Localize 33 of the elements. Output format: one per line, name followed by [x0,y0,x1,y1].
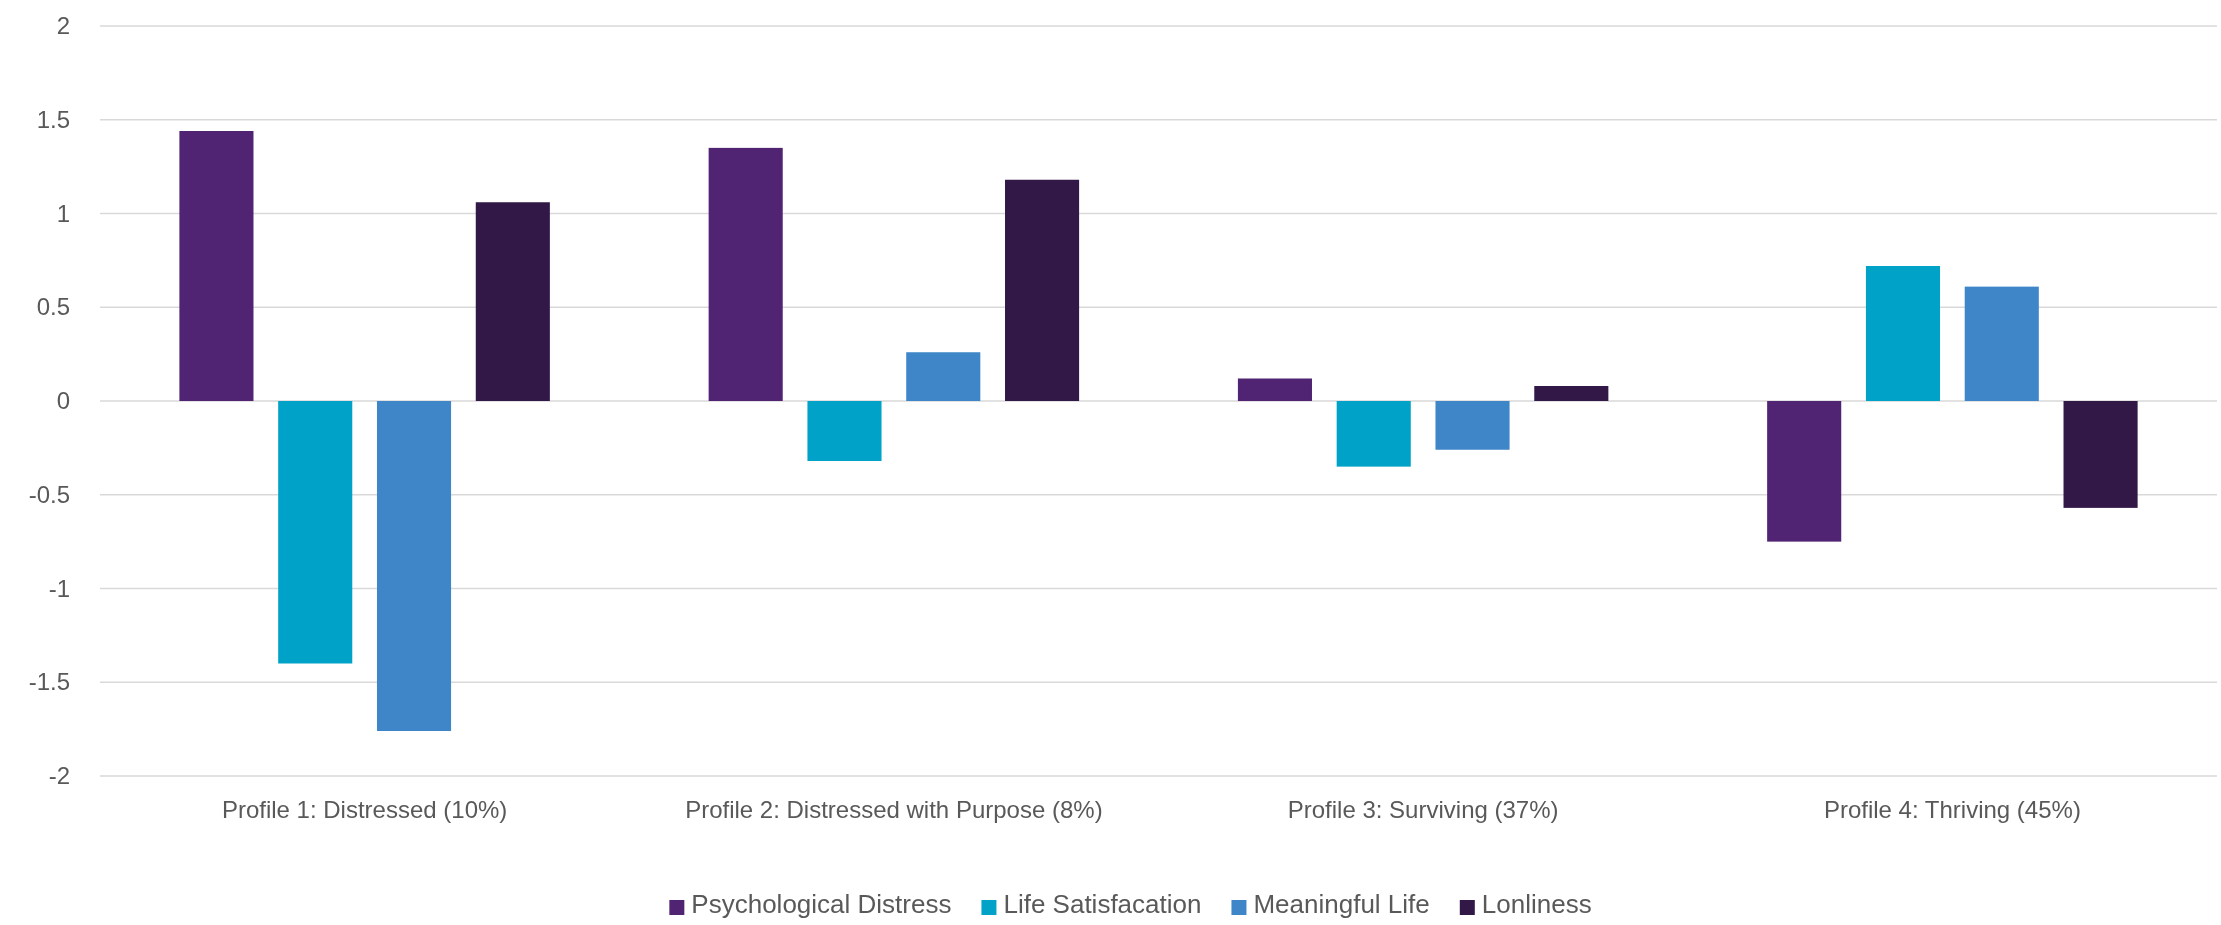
y-tick-label: 0.5 [36,293,70,321]
x-tick-label: Profile 4: Thriving (45%) [1823,796,2081,823]
y-tick-label: -0.5 [28,480,70,508]
bar [1767,401,1842,542]
bar [1865,266,1941,401]
bar [278,401,353,664]
y-tick-label: 1 [56,199,70,227]
bar [376,401,452,731]
bar [2063,401,2138,508]
legend-label: Psychological Distress [691,889,952,919]
bar [179,131,254,401]
y-tick-label: -1 [48,574,70,602]
x-tick-label: Profile 1: Distressed (10%) [221,796,508,823]
y-tick-label: 0 [56,387,70,415]
y-tick-label: 1.5 [36,105,70,133]
x-tick-label: Profile 3: Surviving (37%) [1287,796,1559,823]
bar [1005,179,1080,401]
bar [1964,286,2039,401]
legend-label: Meaningful Life [1253,889,1430,919]
y-tick-label: -2 [48,762,70,790]
x-tick-label: Profile 2: Distressed with Purpose (8%) [685,796,1103,823]
bar [1534,386,1609,401]
bar [807,401,882,461]
legend-label: Lonliness [1481,889,1592,919]
bar [1237,378,1312,401]
bar [1435,401,1510,450]
bar [708,147,783,401]
y-tick-label: 2 [56,12,70,40]
bar [1336,401,1411,467]
bar [906,352,981,401]
legend-label: Life Satisfacation [1003,889,1202,919]
bar [475,202,550,401]
y-tick-label: -1.5 [28,668,70,696]
